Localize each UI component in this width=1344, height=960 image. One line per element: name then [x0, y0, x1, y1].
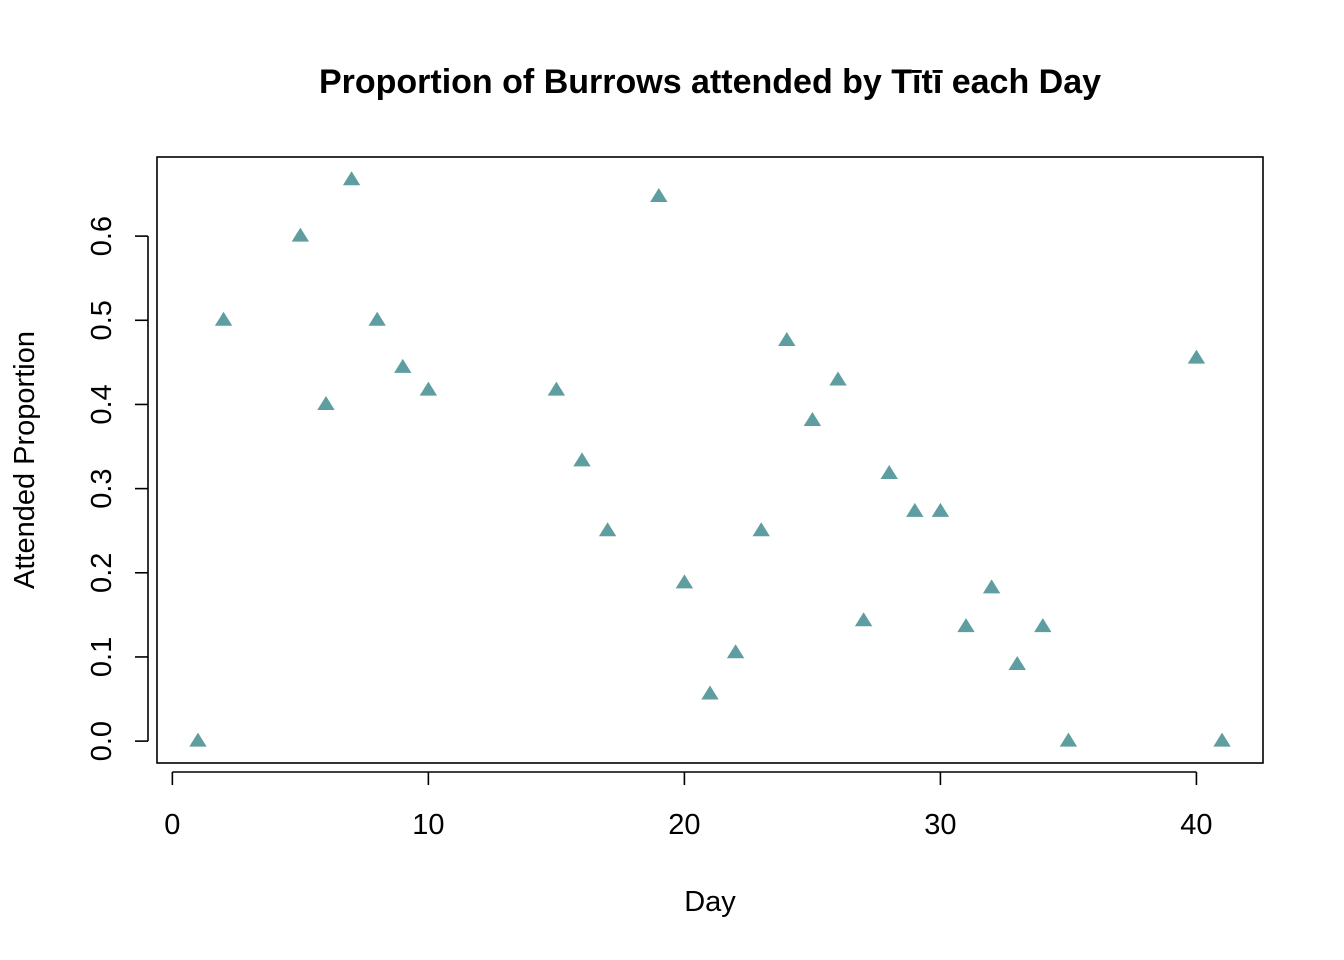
data-point — [829, 371, 847, 386]
data-point — [931, 502, 950, 517]
data-point — [726, 644, 745, 659]
data-point — [1034, 618, 1052, 633]
y-tick-label: 0.0 — [86, 721, 118, 761]
data-point — [1213, 732, 1231, 747]
data-point — [1008, 656, 1026, 671]
data-point — [982, 579, 1001, 594]
data-points — [189, 171, 1231, 747]
data-point — [547, 381, 566, 396]
y-tick-label: 0.5 — [86, 300, 118, 340]
data-point — [342, 171, 361, 186]
y-axis: 0.0 0.1 0.2 0.3 0.4 0.5 0.6 — [86, 216, 149, 761]
data-point — [752, 522, 770, 537]
x-tick-label: 0 — [164, 809, 180, 841]
data-point — [394, 358, 412, 373]
data-point — [1059, 732, 1078, 747]
data-point — [803, 411, 822, 426]
data-point — [854, 612, 873, 627]
data-point — [650, 188, 668, 203]
data-point — [957, 618, 975, 633]
plot-box — [156, 156, 1264, 764]
data-point — [880, 464, 898, 479]
data-point — [291, 227, 310, 242]
y-tick-label: 0.1 — [86, 637, 118, 677]
data-point — [675, 574, 694, 589]
chart-title: Proportion of Burrows attended by Tītī e… — [319, 63, 1101, 101]
data-point — [419, 381, 438, 396]
y-tick-label: 0.3 — [86, 468, 118, 508]
x-axis-label: Day — [684, 886, 736, 918]
y-tick-label: 0.4 — [86, 384, 118, 424]
y-tick-label: 0.2 — [86, 553, 118, 593]
y-axis-label: Attended Proportion — [9, 331, 41, 589]
data-point — [189, 732, 207, 747]
y-tick-label: 0.6 — [86, 216, 118, 256]
x-tick-label: 20 — [668, 809, 700, 841]
x-tick-label: 10 — [412, 809, 444, 841]
data-point — [701, 685, 719, 700]
data-point — [573, 452, 591, 467]
data-point — [598, 522, 617, 537]
x-tick-label: 40 — [1180, 809, 1212, 841]
data-point — [778, 331, 796, 346]
data-point — [317, 395, 335, 410]
x-tick-label: 30 — [924, 809, 956, 841]
data-point — [214, 311, 233, 326]
data-point — [368, 311, 386, 326]
x-axis: 0 10 20 30 40 — [164, 771, 1213, 841]
data-point — [906, 502, 924, 517]
data-point — [1187, 349, 1206, 364]
